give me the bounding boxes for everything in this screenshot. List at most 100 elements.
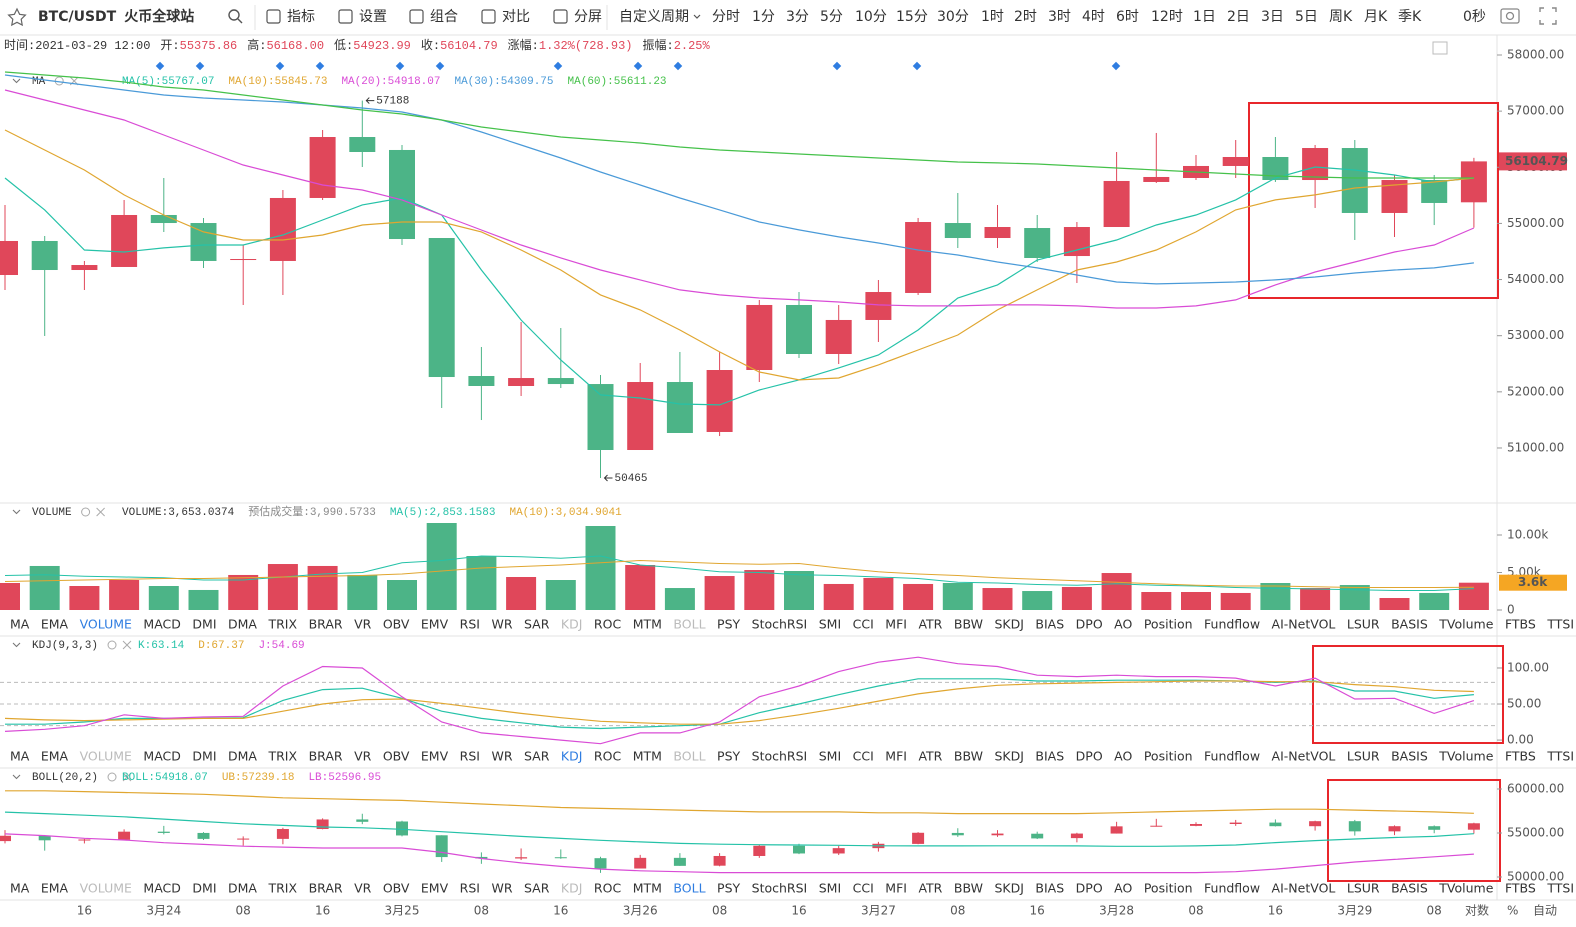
indicator-tab[interactable]: SKDJ — [994, 881, 1023, 896]
settings-icon[interactable] — [107, 772, 117, 782]
indicator-tab[interactable]: EMV — [421, 881, 449, 896]
indicator-tab[interactable]: SKDJ — [994, 617, 1023, 632]
indicator-tab[interactable]: ATR — [918, 749, 942, 764]
indicator-tab[interactable]: SAR — [524, 881, 550, 896]
event-marker[interactable] — [435, 61, 445, 71]
indicator-tab[interactable]: MFI — [885, 749, 907, 764]
period-button[interactable]: 4时 — [1082, 9, 1105, 25]
indicator-tab[interactable]: AO — [1114, 617, 1132, 632]
indicator-tab[interactable]: FTBS — [1505, 749, 1536, 764]
indicator-tab[interactable]: OBV — [383, 749, 410, 764]
indicator-tab[interactable]: StochRSI — [752, 617, 808, 632]
period-button[interactable]: 2日 — [1227, 9, 1250, 25]
indicator-tab[interactable]: AO — [1114, 881, 1132, 896]
indicator-tab[interactable]: MFI — [885, 881, 907, 896]
indicator-tab[interactable]: AI-NetVOL — [1272, 881, 1336, 896]
indicator-tab[interactable]: RSI — [460, 617, 480, 632]
indicator-tab[interactable]: DPO — [1076, 617, 1103, 632]
indicator-tab[interactable]: VOLUME — [80, 881, 132, 896]
indicator-tab[interactable]: EMV — [421, 617, 449, 632]
indicator-tab[interactable]: WR — [491, 617, 512, 632]
fullscreen-icon[interactable] — [1539, 7, 1557, 25]
indicator-tab[interactable]: ATR — [918, 881, 942, 896]
period-button[interactable]: 30分 — [937, 9, 969, 25]
indicator-tab[interactable]: MTM — [633, 617, 662, 632]
indicator-tab[interactable]: OBV — [383, 617, 410, 632]
indicator-tab[interactable]: VR — [354, 617, 372, 632]
period-button[interactable]: 6时 — [1116, 9, 1139, 25]
indicator-tab[interactable]: ROC — [594, 749, 622, 764]
indicator-tab[interactable]: PSY — [717, 617, 740, 632]
indicator-tab[interactable]: MTM — [633, 881, 662, 896]
indicator-tab[interactable]: Fundflow — [1204, 749, 1260, 764]
indicator-tab[interactable]: VOLUME — [80, 749, 132, 764]
period-button[interactable]: 5日 — [1295, 9, 1318, 25]
indicator-tab[interactable]: Position — [1144, 617, 1193, 632]
close-icon[interactable] — [96, 507, 105, 517]
indicator-tab[interactable]: DPO — [1076, 749, 1103, 764]
indicator-tab[interactable]: SAR — [524, 617, 550, 632]
scale-option[interactable]: % — [1507, 904, 1518, 918]
period-button[interactable]: 3时 — [1048, 9, 1071, 25]
scale-option[interactable]: 对数 — [1465, 903, 1489, 918]
calendar-icon[interactable] — [1432, 41, 1448, 55]
indicator-tab[interactable]: MACD — [143, 881, 180, 896]
event-marker[interactable] — [195, 61, 205, 71]
indicator-tab[interactable]: TTSI — [1546, 749, 1574, 764]
period-button[interactable]: 5分 — [820, 9, 843, 25]
close-icon[interactable] — [122, 772, 132, 782]
indicator-tab[interactable]: StochRSI — [752, 749, 808, 764]
collapse-icon[interactable] — [12, 774, 21, 780]
period-button[interactable]: 1时 — [981, 9, 1004, 25]
indicator-tab[interactable]: Fundflow — [1204, 881, 1260, 896]
indicator-tab[interactable]: BRAR — [309, 881, 343, 896]
indicator-tab[interactable]: PSY — [717, 749, 740, 764]
event-marker[interactable] — [395, 61, 405, 71]
indicator-tab[interactable]: VR — [354, 881, 372, 896]
tool-button[interactable]: 指标 — [287, 9, 315, 25]
indicator-tab[interactable]: BRAR — [309, 617, 343, 632]
period-button[interactable]: 10分 — [855, 9, 887, 25]
indicator-tab[interactable]: TRIX — [267, 617, 297, 632]
indicator-tab[interactable]: OBV — [383, 881, 410, 896]
indicator-tab[interactable]: MA — [10, 881, 30, 896]
indicator-tab[interactable]: DMI — [192, 881, 216, 896]
indicator-tab[interactable]: MACD — [143, 749, 180, 764]
indicator-tab[interactable]: BBW — [954, 617, 983, 632]
indicator-tab[interactable]: BOLL — [673, 881, 705, 896]
period-button[interactable]: 2时 — [1014, 9, 1037, 25]
indicator-tab[interactable]: AI-NetVOL — [1272, 749, 1336, 764]
indicator-tab[interactable]: TRIX — [267, 881, 297, 896]
collapse-icon[interactable] — [12, 78, 21, 84]
indicator-tab[interactable]: ROC — [594, 617, 622, 632]
indicator-tab[interactable]: BASIS — [1391, 749, 1428, 764]
period-button[interactable]: 1日 — [1193, 9, 1216, 25]
indicator-tab[interactable]: BIAS — [1035, 617, 1064, 632]
indicator-tab[interactable]: DMI — [192, 617, 216, 632]
tool-button[interactable]: 组合 — [430, 9, 458, 25]
settings-icon[interactable] — [81, 507, 91, 517]
indicator-tab[interactable]: EMA — [41, 749, 69, 764]
indicator-tab[interactable]: KDJ — [561, 881, 583, 896]
period-button[interactable]: 月K — [1364, 9, 1388, 25]
indicator-tab[interactable]: KDJ — [561, 749, 583, 764]
indicator-tab[interactable]: CCI — [853, 881, 874, 896]
indicator-tab[interactable]: MA — [10, 617, 30, 632]
period-button[interactable]: 分时 — [712, 9, 740, 25]
scale-option[interactable]: 自动 — [1533, 904, 1557, 918]
indicator-tab[interactable]: StochRSI — [752, 881, 808, 896]
indicator-tab[interactable]: MTM — [633, 749, 662, 764]
period-button[interactable]: 15分 — [896, 9, 928, 25]
period-button[interactable]: 1分 — [752, 9, 775, 25]
period-button[interactable]: 周K — [1329, 9, 1353, 25]
indicator-tab[interactable]: SAR — [524, 749, 550, 764]
indicator-tab[interactable]: TRIX — [267, 749, 297, 764]
indicator-tab[interactable]: BOLL — [673, 617, 705, 632]
indicator-tab[interactable]: BIAS — [1035, 881, 1064, 896]
indicator-tab[interactable]: ATR — [918, 617, 942, 632]
settings-icon[interactable] — [107, 640, 117, 650]
period-button[interactable]: 季K — [1398, 9, 1422, 25]
indicator-tab[interactable]: MA — [10, 749, 30, 764]
indicator-tab[interactable]: Position — [1144, 881, 1193, 896]
indicator-tab[interactable]: FTBS — [1505, 617, 1536, 632]
